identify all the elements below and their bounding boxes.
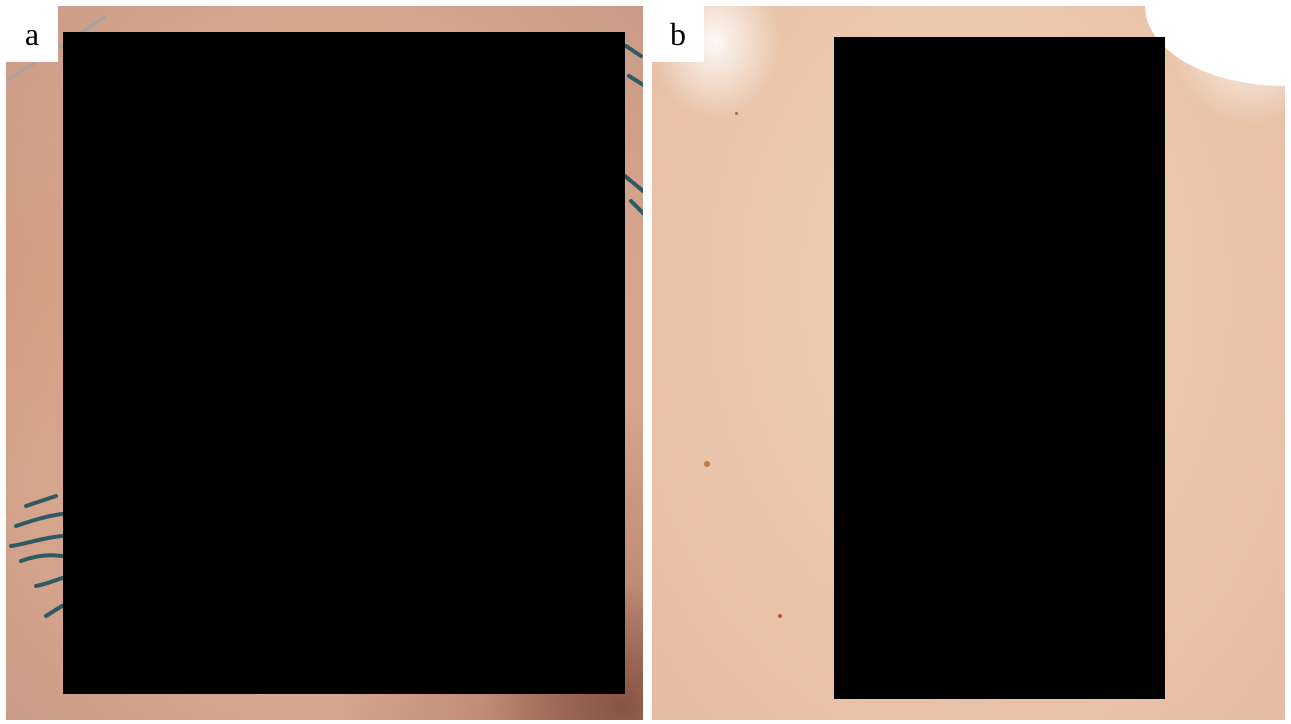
panel-label-b: b — [652, 6, 704, 62]
skin-spot — [778, 614, 782, 618]
panel-label-a: a — [6, 6, 58, 62]
redaction-box-a — [63, 32, 625, 694]
skin-spot — [735, 112, 738, 115]
tattoo-mark-right — [623, 44, 643, 216]
background-corner — [1145, 6, 1285, 86]
tattoo-mark-left — [9, 494, 64, 618]
skin-spot — [704, 461, 710, 467]
redaction-box-b — [834, 37, 1165, 699]
